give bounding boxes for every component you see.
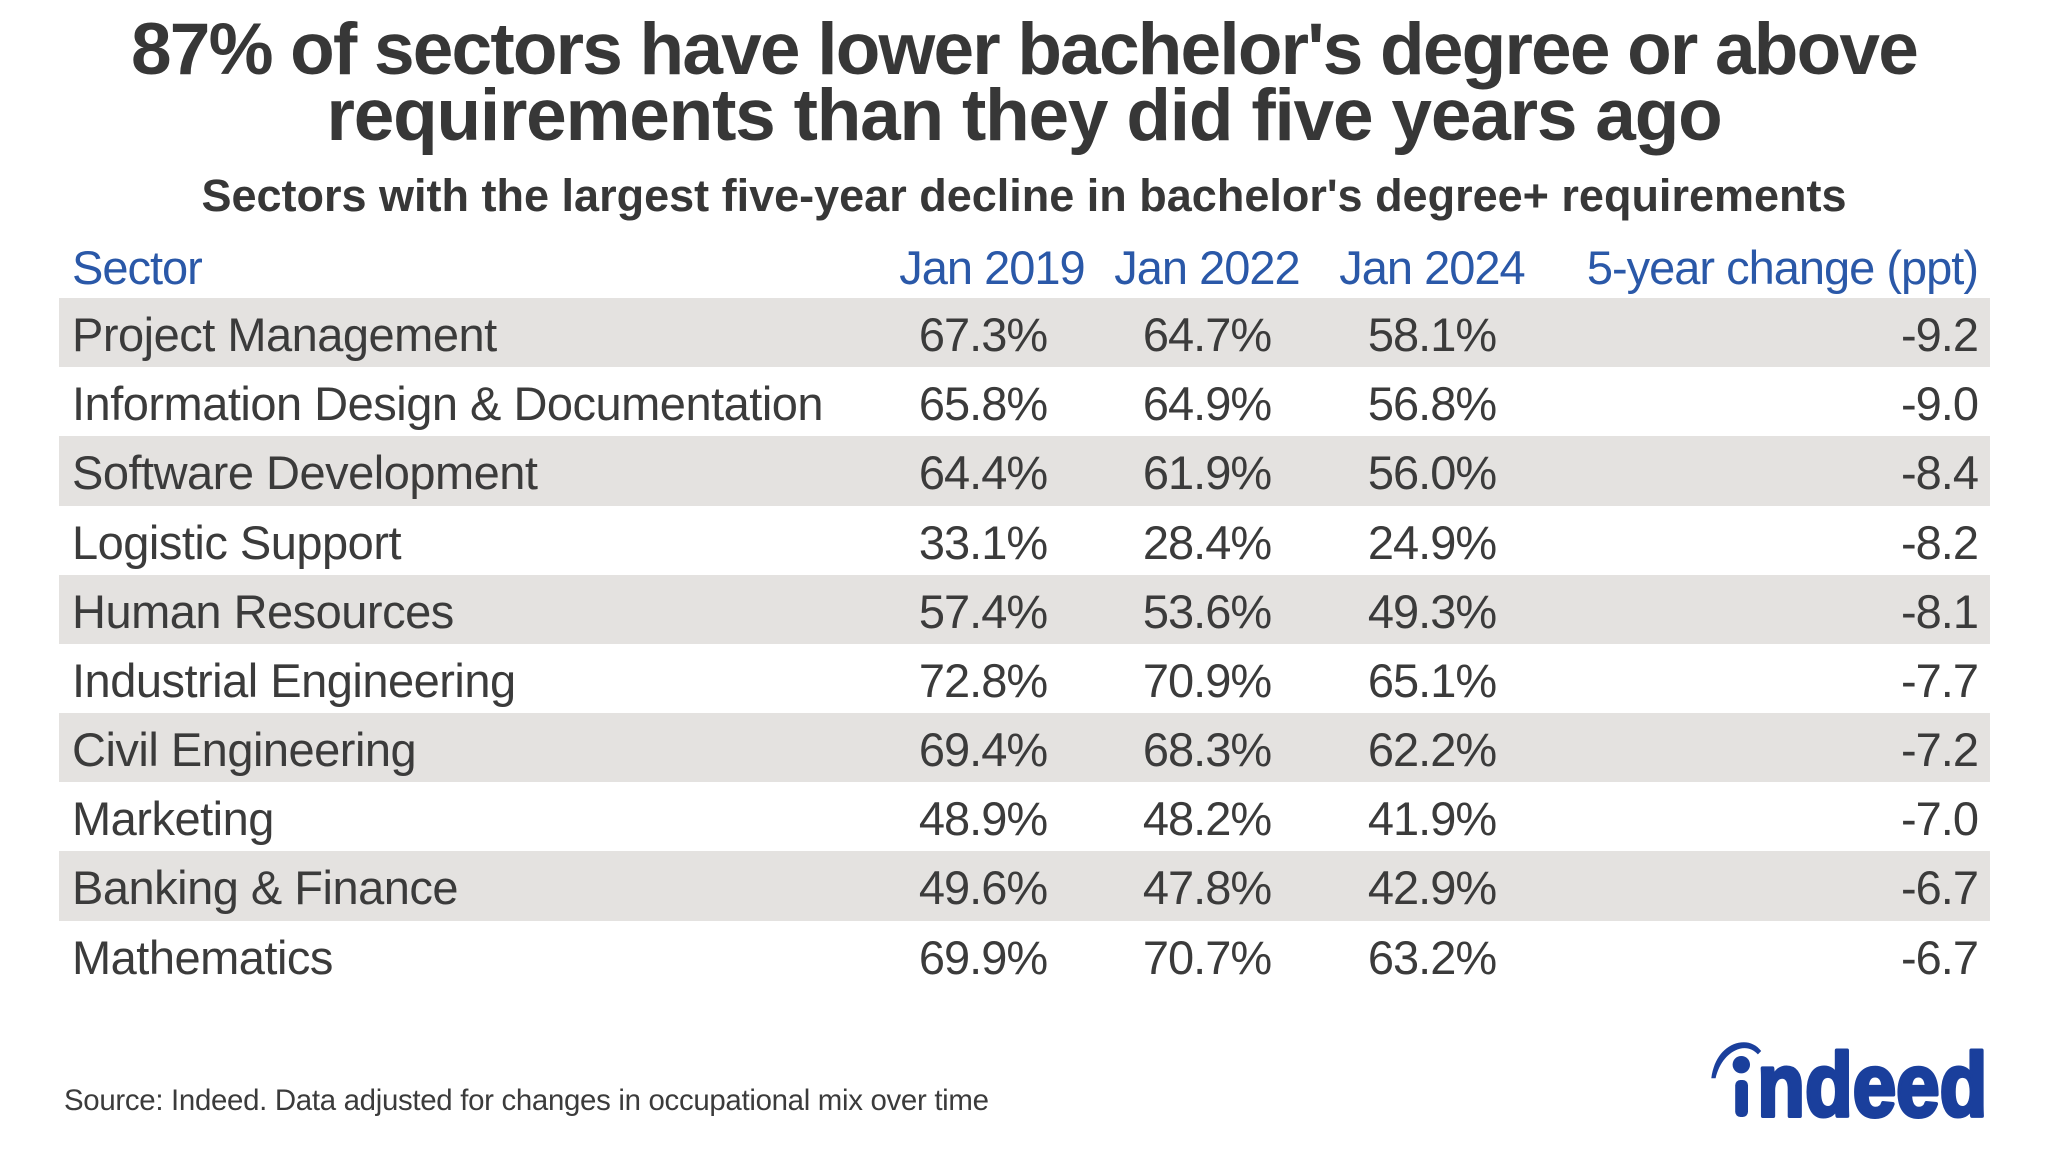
svg-text:ndeed: ndeed [1757, 1036, 1987, 1130]
